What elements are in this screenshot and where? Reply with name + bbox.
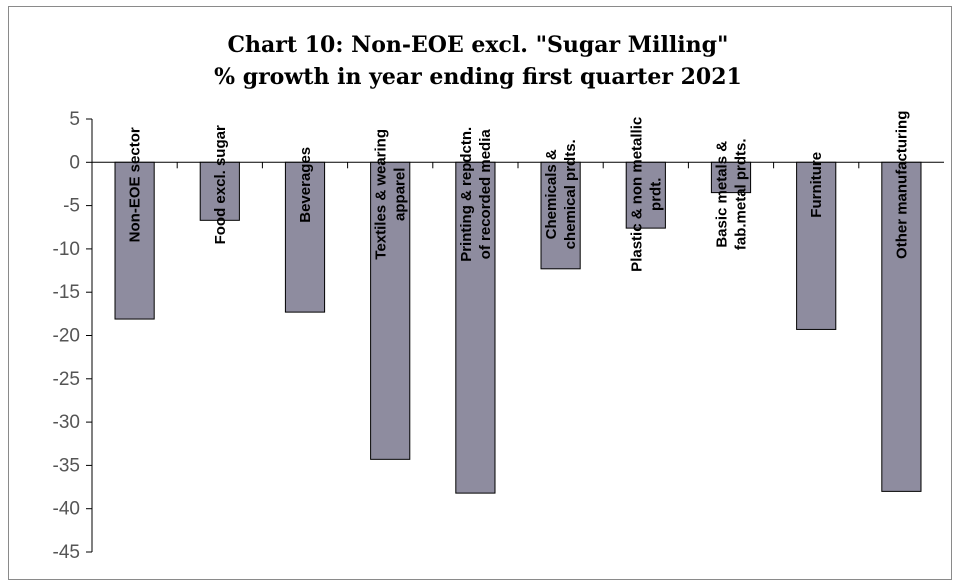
category-label: Textiles & wearing apparel (373, 129, 409, 260)
category-labels: Non-EOE sector Food excl. sugar Beverages T… (127, 111, 911, 272)
category-label: Beverages (297, 147, 314, 223)
bar (455, 161, 496, 494)
y-tick-label: -45 (53, 542, 80, 563)
y-tick-labels: 5 0 -5 -10 -15 -20 -25 -30 -35 -40 -45 (53, 109, 80, 563)
category-label: Chemicals & chemical prdts. (543, 139, 579, 249)
y-tick-label: -5 (63, 196, 80, 217)
category-label-line: Furniture (808, 152, 825, 218)
bar (114, 161, 155, 320)
category-label-line: Plastic & non metallic (628, 117, 645, 272)
category-label-line: chemical prdts. (562, 139, 579, 249)
category-label-line: Textiles & wearing (373, 129, 390, 260)
y-tick-label: 5 (69, 109, 80, 130)
y-tick-label: -30 (53, 412, 80, 433)
category-label-line: Food excl. sugar (212, 125, 229, 244)
y-tick-label: -20 (53, 326, 80, 347)
y-tick-label: -35 (53, 455, 80, 476)
bar (881, 161, 922, 492)
bar (370, 161, 411, 460)
category-label-line: Basic metals & (714, 141, 731, 248)
y-tick-label: -10 (53, 239, 80, 260)
bar (199, 161, 240, 221)
category-label-line: apparel (392, 168, 409, 221)
bar (540, 161, 581, 270)
category-label: Non-EOE sector (127, 127, 144, 242)
category-label-line: fab.metal prdts. (733, 138, 750, 250)
chart-title: Chart 10: Non-EOE excl. "Sugar Milling" (228, 32, 729, 58)
y-tick-label: -40 (53, 499, 80, 520)
category-label: Printing & repdctn. of recorded media (458, 127, 494, 262)
y-tick-label: 0 (69, 152, 80, 173)
category-label-line: of recorded media (477, 129, 494, 260)
bar (625, 161, 666, 229)
category-label-line: Chemicals & (543, 149, 560, 239)
bar (284, 161, 326, 313)
category-label: Food excl. sugar (212, 125, 229, 244)
category-label-line: Other manufacturing (893, 111, 910, 259)
y-tick-label: -15 (53, 282, 80, 303)
y-tick-label: -25 (53, 369, 80, 390)
chart-subtitle: % growth in year ending first quarter 20… (214, 64, 742, 90)
category-label-line: prdt. (647, 178, 664, 211)
category-label-line: Printing & repdctn. (458, 127, 475, 262)
bar (710, 161, 752, 194)
bar (796, 161, 837, 330)
category-label: Plastic & non metallic prdt. (628, 117, 664, 272)
category-label-line: Beverages (297, 147, 314, 223)
category-label: Basic metals & fab.metal prdts. (714, 138, 750, 250)
category-label: Other manufacturing (893, 111, 910, 259)
category-label: Furniture (808, 152, 825, 218)
bars (114, 161, 922, 494)
category-label-line: Non-EOE sector (127, 127, 144, 242)
